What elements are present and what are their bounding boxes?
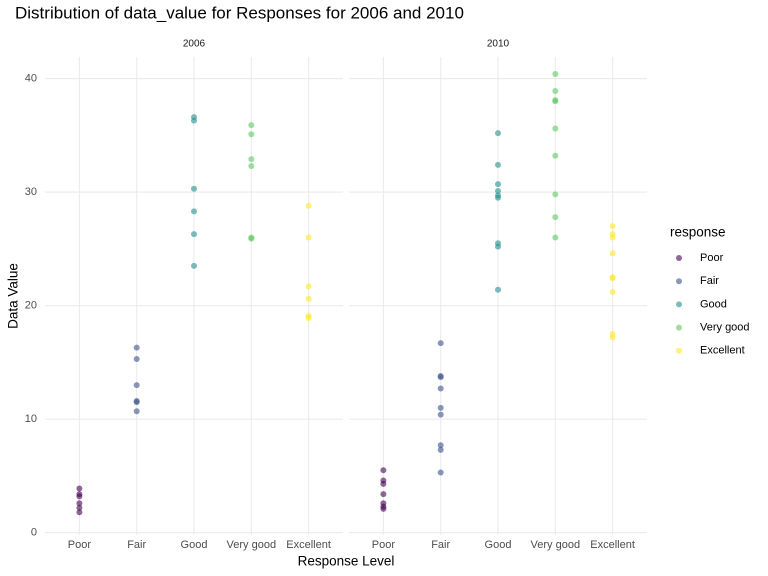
point: [248, 131, 255, 138]
y-axis-label: Data Value: [6, 263, 21, 329]
x-tick-label: Fair: [431, 539, 450, 551]
legend-label: Poor: [700, 252, 724, 264]
y-tick-label: 20: [25, 300, 37, 312]
point: [552, 88, 559, 95]
point: [437, 411, 444, 418]
point: [495, 194, 501, 201]
point: [437, 469, 444, 476]
point: [305, 283, 312, 290]
x-tick-label: Good: [485, 539, 512, 551]
point: [437, 340, 444, 347]
point: [552, 214, 559, 221]
point: [133, 356, 140, 363]
point: [437, 442, 444, 449]
point: [609, 334, 616, 341]
legend-label: Excellent: [700, 345, 745, 357]
facet-label: 2010: [487, 39, 510, 50]
x-tick-label: Excellent: [590, 539, 635, 551]
point: [305, 315, 312, 322]
y-tick-label: 0: [31, 527, 37, 539]
point: [248, 156, 255, 163]
point: [552, 125, 559, 132]
point: [305, 202, 312, 209]
point: [437, 446, 444, 453]
point: [495, 181, 501, 188]
y-tick-label: 40: [25, 72, 37, 84]
point: [380, 491, 387, 498]
y-tick-label: 10: [25, 413, 37, 425]
point: [191, 185, 197, 192]
x-tick-label: Excellent: [286, 539, 331, 551]
point: [495, 243, 501, 250]
legend-label: Very good: [700, 322, 750, 334]
legend-marker: [676, 347, 682, 354]
x-tick-label: Very good: [531, 539, 581, 551]
x-tick-label: Fair: [127, 539, 146, 551]
point: [191, 262, 197, 269]
point: [380, 467, 387, 474]
point: [609, 275, 616, 282]
x-axis-label: Response Level: [298, 554, 395, 569]
point: [76, 500, 83, 507]
legend-label: Fair: [700, 275, 719, 287]
point: [191, 117, 197, 124]
point: [76, 485, 83, 492]
point: [552, 234, 559, 241]
point: [552, 152, 559, 159]
point: [133, 399, 140, 406]
point: [191, 208, 197, 215]
point: [133, 382, 140, 389]
point: [495, 130, 501, 137]
legend-label: Good: [700, 298, 727, 310]
chart-title: Distribution of data_value for Responses…: [15, 3, 464, 22]
point: [380, 505, 387, 512]
point: [495, 286, 501, 293]
point: [552, 191, 559, 198]
point: [76, 509, 83, 516]
legend-marker: [676, 255, 682, 261]
point: [305, 295, 312, 302]
x-tick-label: Poor: [372, 539, 396, 551]
point: [609, 234, 616, 241]
point: [437, 385, 444, 392]
legend-title: response: [670, 225, 726, 240]
point: [76, 493, 83, 500]
point: [552, 98, 559, 105]
point: [248, 235, 255, 242]
point: [437, 404, 444, 411]
point: [380, 480, 387, 487]
legend-marker: [676, 278, 682, 285]
legend-marker: [676, 301, 682, 308]
legend-marker: [676, 324, 682, 331]
point: [76, 504, 83, 511]
point: [495, 187, 501, 194]
point: [133, 344, 140, 351]
point: [437, 374, 444, 381]
point: [609, 289, 616, 296]
point: [552, 71, 559, 78]
point: [305, 234, 312, 241]
y-tick-label: 30: [25, 186, 37, 198]
facet-label: 2006: [183, 39, 206, 50]
x-tick-label: Poor: [68, 539, 92, 551]
point: [495, 161, 501, 168]
point: [191, 231, 197, 238]
x-tick-label: Very good: [227, 539, 277, 551]
point: [133, 408, 140, 415]
point: [248, 122, 255, 129]
point: [609, 223, 616, 230]
point: [248, 162, 255, 169]
point: [609, 250, 616, 257]
x-tick-label: Good: [181, 539, 208, 551]
